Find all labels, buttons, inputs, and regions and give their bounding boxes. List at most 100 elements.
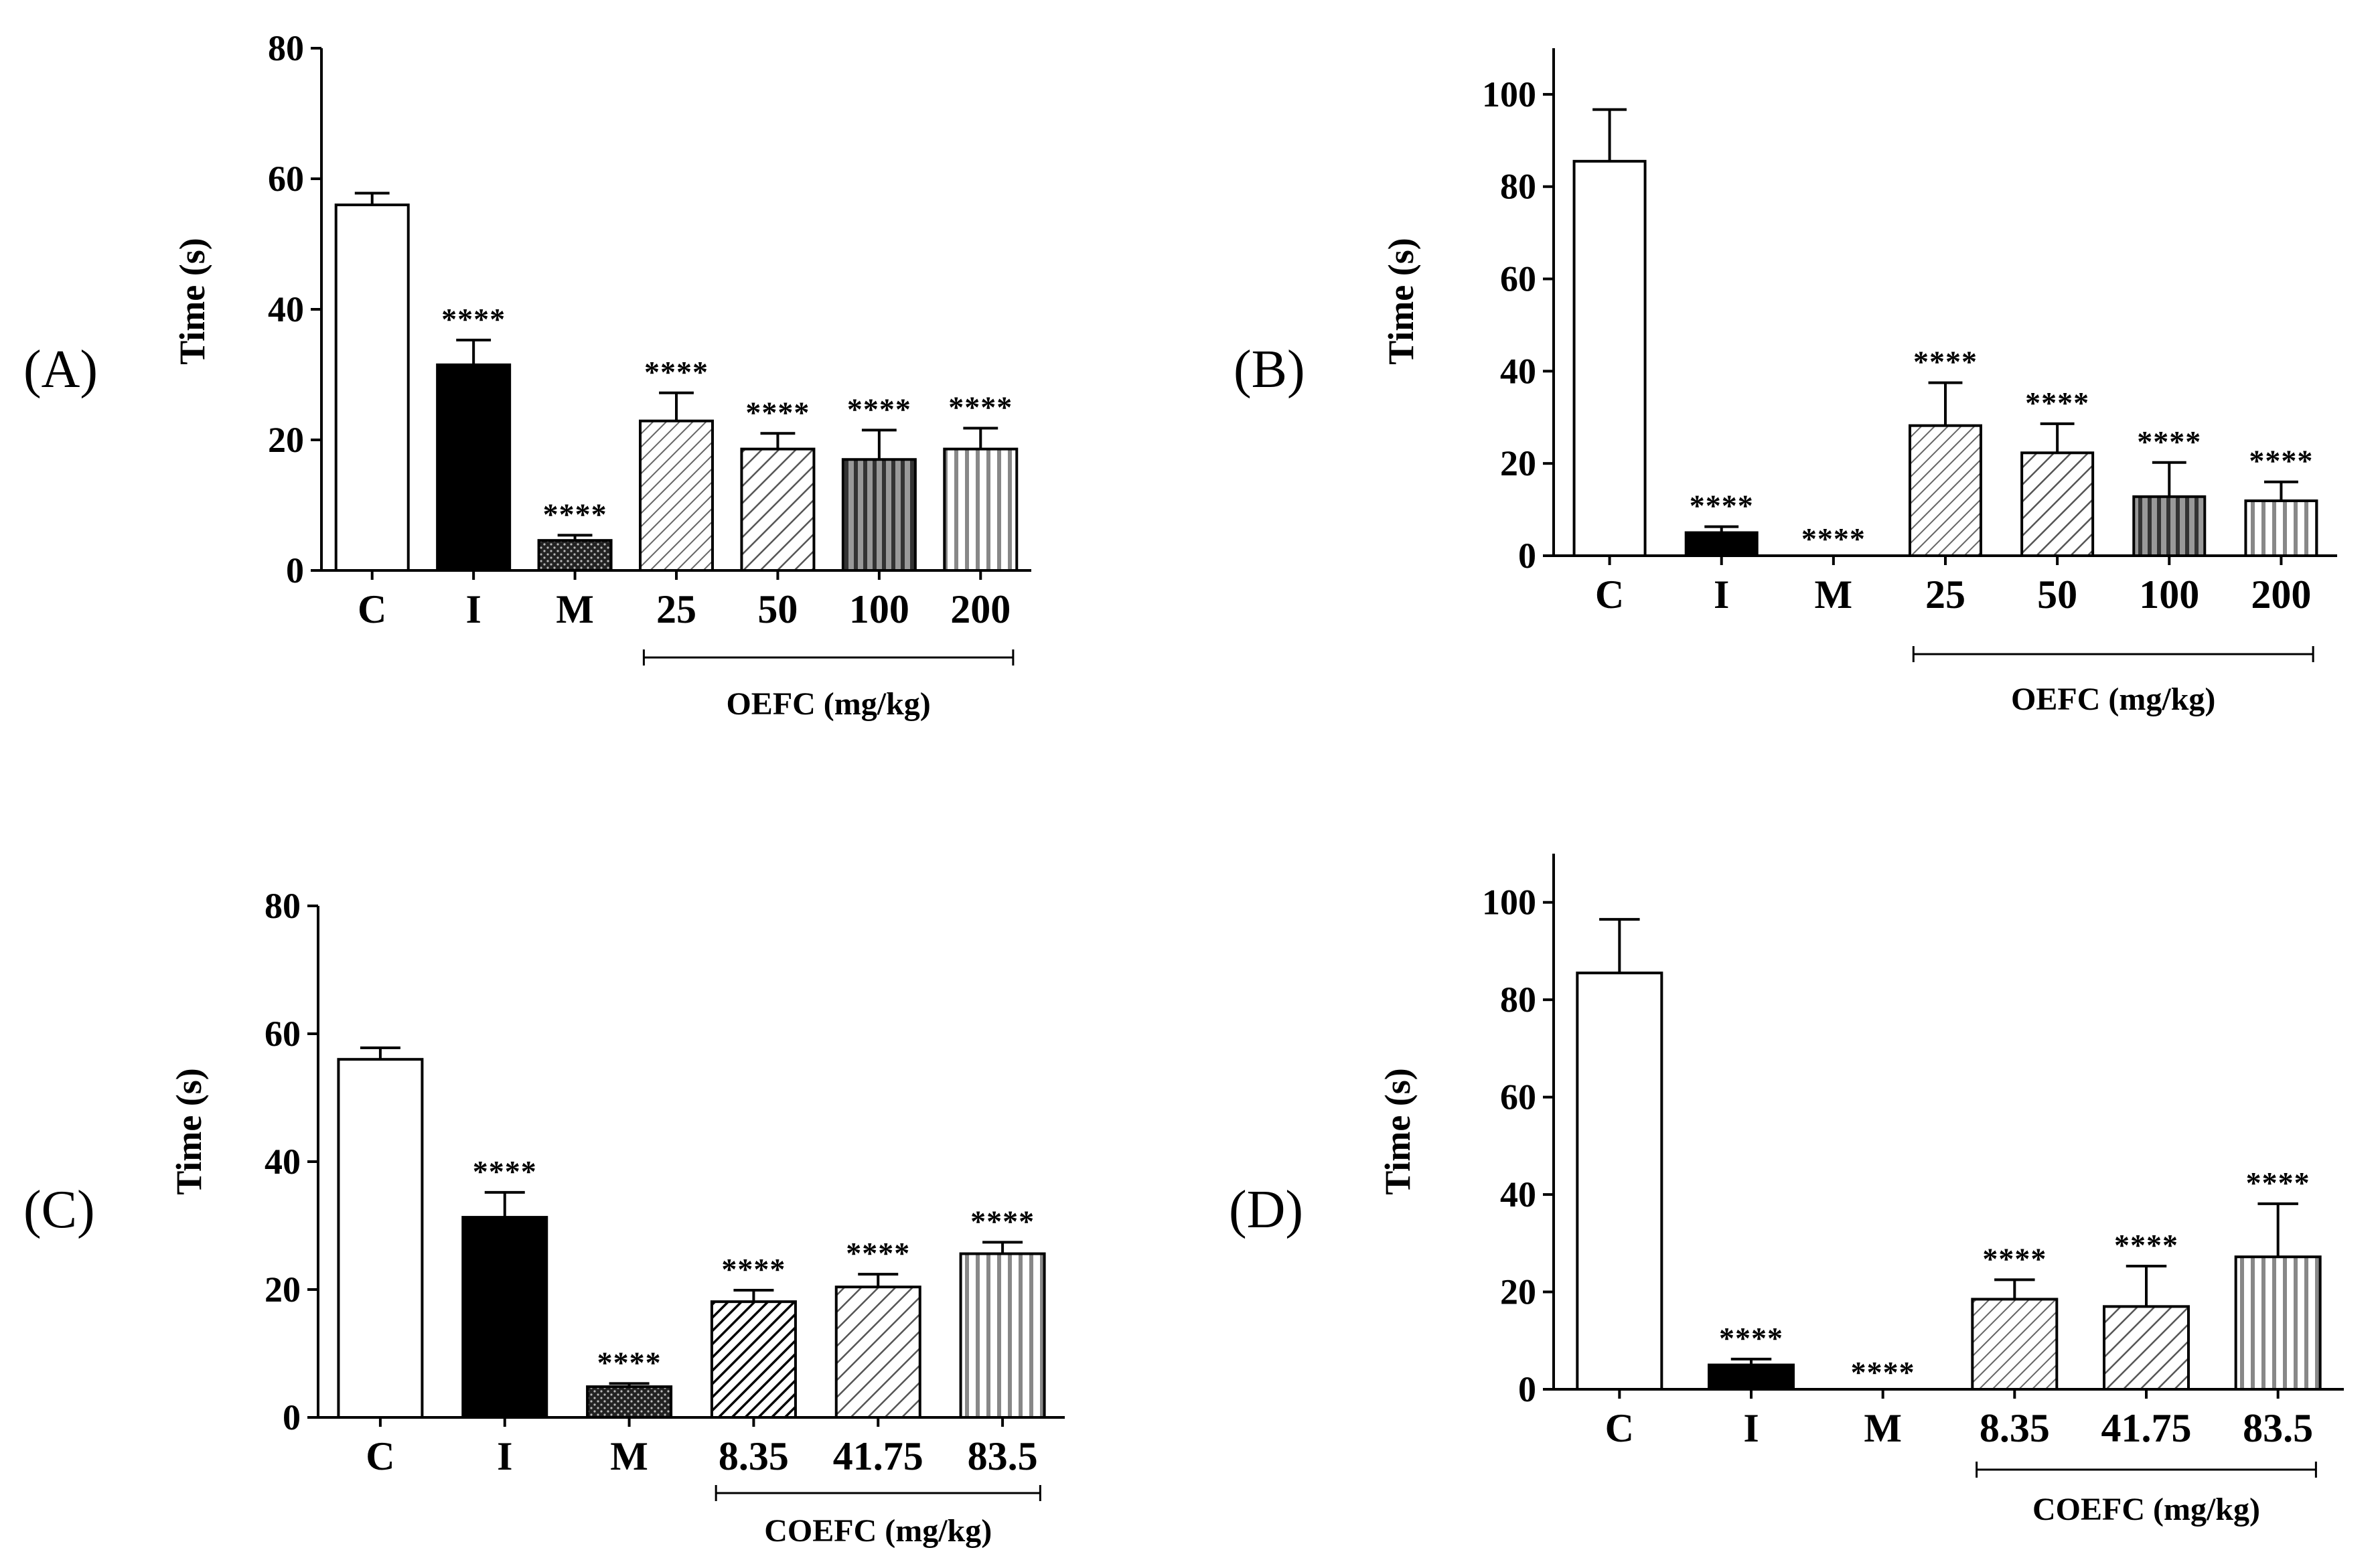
bar-50 bbox=[740, 447, 816, 572]
y-tick-label: 60 bbox=[1500, 1077, 1536, 1117]
bar-M bbox=[537, 539, 613, 572]
y-axis-title: Time (s) bbox=[169, 1068, 209, 1194]
x-tick-label: I bbox=[465, 587, 481, 631]
y-tick-label: 80 bbox=[268, 28, 304, 68]
significance-marker: **** bbox=[2249, 444, 2313, 478]
chart-panel-a: (A) Time (s) 0 20 40 60 80 C I **** M **** 25 **** 50 *… bbox=[23, 28, 1031, 722]
x-tick-label: M bbox=[610, 1434, 648, 1478]
x-tick-label: M bbox=[556, 587, 594, 631]
y-tick-label: 80 bbox=[265, 886, 301, 926]
significance-marker: **** bbox=[597, 1345, 662, 1379]
bar-41.75 bbox=[2103, 1305, 2190, 1391]
y-tick-label: 0 bbox=[283, 1397, 301, 1437]
x-tick-label: 41.75 bbox=[833, 1434, 923, 1478]
bar-100 bbox=[2132, 495, 2207, 558]
bar-I bbox=[1684, 531, 1759, 558]
bar-8.35 bbox=[710, 1300, 797, 1419]
y-tick-label: 0 bbox=[286, 550, 304, 591]
bar-8.35 bbox=[1971, 1298, 2059, 1391]
panel-label: (B) bbox=[1234, 340, 1305, 399]
y-tick-label: 100 bbox=[1482, 74, 1536, 114]
significance-marker: **** bbox=[1851, 1355, 1915, 1389]
y-tick-label: 100 bbox=[1482, 882, 1536, 923]
significance-marker: **** bbox=[1719, 1321, 1783, 1355]
chart-panel-c: (C) Time (s) 0 20 40 60 80 C I **** M **** 8.35 **** 4… bbox=[23, 886, 1065, 1549]
significance-marker: **** bbox=[2137, 424, 2201, 459]
x-tick-label: 83.5 bbox=[968, 1434, 1038, 1478]
significance-marker: **** bbox=[2025, 386, 2089, 420]
bar-C bbox=[334, 204, 410, 572]
y-tick-label: 20 bbox=[265, 1269, 301, 1310]
significance-marker: **** bbox=[543, 497, 607, 531]
x-tick-label: M bbox=[1864, 1406, 1902, 1450]
bar-M bbox=[586, 1385, 673, 1419]
y-tick-label: 60 bbox=[268, 159, 304, 199]
x-tick-label: 25 bbox=[1925, 572, 1965, 617]
bar-200 bbox=[943, 447, 1019, 572]
bar-I bbox=[461, 1216, 548, 1419]
panel-label: (C) bbox=[23, 1180, 95, 1239]
y-tick-label: 0 bbox=[1518, 1369, 1536, 1409]
x-tick-label: I bbox=[1714, 572, 1729, 617]
bar-41.75 bbox=[834, 1286, 921, 1419]
y-tick-label: 20 bbox=[1500, 443, 1536, 483]
significance-marker: **** bbox=[1801, 522, 1866, 556]
y-axis-title: Time (s) bbox=[1381, 238, 1421, 364]
y-tick-label: 40 bbox=[1500, 1174, 1536, 1215]
significance-marker: **** bbox=[970, 1204, 1035, 1238]
x-tick-label: 41.75 bbox=[2101, 1406, 2192, 1450]
group-label: OEFC (mg/kg) bbox=[726, 686, 930, 722]
bar-I bbox=[1708, 1363, 1795, 1391]
group-label: COEFC (mg/kg) bbox=[2032, 1492, 2260, 1527]
x-tick-label: 100 bbox=[849, 587, 909, 631]
significance-marker: **** bbox=[473, 1154, 537, 1188]
x-tick-label: 8.35 bbox=[719, 1434, 789, 1478]
significance-marker: **** bbox=[745, 395, 810, 429]
y-tick-label: 60 bbox=[1500, 259, 1536, 299]
y-tick-label: 40 bbox=[265, 1142, 301, 1182]
x-tick-label: 8.35 bbox=[1980, 1406, 2050, 1450]
significance-marker: **** bbox=[948, 390, 1013, 424]
bar-C bbox=[1572, 159, 1647, 557]
y-tick-label: 40 bbox=[1500, 351, 1536, 391]
significance-marker: **** bbox=[1690, 489, 1754, 523]
bar-100 bbox=[841, 458, 917, 572]
bar-25 bbox=[639, 419, 714, 572]
x-tick-label: I bbox=[497, 1434, 512, 1478]
panel-label: (A) bbox=[23, 340, 98, 399]
y-tick-label: 60 bbox=[265, 1014, 301, 1054]
significance-marker: **** bbox=[721, 1252, 786, 1286]
y-tick-label: 20 bbox=[268, 420, 304, 460]
x-tick-label: 200 bbox=[950, 587, 1011, 631]
x-tick-label: 50 bbox=[757, 587, 798, 631]
significance-marker: **** bbox=[644, 355, 709, 389]
bar-C bbox=[1576, 971, 1663, 1391]
y-tick-label: 80 bbox=[1500, 980, 1536, 1020]
x-tick-label: C bbox=[366, 1434, 394, 1478]
group-label: OEFC (mg/kg) bbox=[2011, 682, 2215, 717]
x-tick-label: C bbox=[1595, 572, 1624, 617]
significance-marker: **** bbox=[2114, 1228, 2178, 1262]
y-tick-label: 40 bbox=[268, 289, 304, 329]
chart-panel-b: (B) Time (s) 0 20 40 60 80 100 C I **** M **** 25 ****… bbox=[1234, 48, 2337, 717]
x-tick-label: C bbox=[1605, 1406, 1634, 1450]
significance-marker: **** bbox=[846, 1236, 910, 1270]
y-tick-label: 20 bbox=[1500, 1272, 1536, 1312]
chart-panel-d: (D) Time (s) 0 20 40 60 80 100 C I **** M **** 8.35 **… bbox=[1229, 854, 2344, 1527]
y-axis-title: Time (s) bbox=[172, 238, 212, 364]
significance-marker: **** bbox=[2246, 1166, 2310, 1200]
x-tick-label: M bbox=[1815, 572, 1853, 617]
y-axis-title: Time (s) bbox=[1378, 1068, 1418, 1194]
x-tick-label: 83.5 bbox=[2243, 1406, 2313, 1450]
bar-25 bbox=[1909, 424, 1982, 558]
significance-marker: **** bbox=[441, 302, 506, 336]
x-tick-label: 200 bbox=[2251, 572, 2311, 617]
y-tick-label: 0 bbox=[1518, 536, 1536, 576]
panel-label: (D) bbox=[1229, 1180, 1303, 1239]
significance-marker: **** bbox=[847, 392, 911, 426]
x-tick-label: 100 bbox=[2139, 572, 2199, 617]
bar-83.5 bbox=[959, 1252, 1046, 1419]
significance-marker: **** bbox=[1982, 1241, 2047, 1275]
bar-83.5 bbox=[2234, 1255, 2322, 1391]
